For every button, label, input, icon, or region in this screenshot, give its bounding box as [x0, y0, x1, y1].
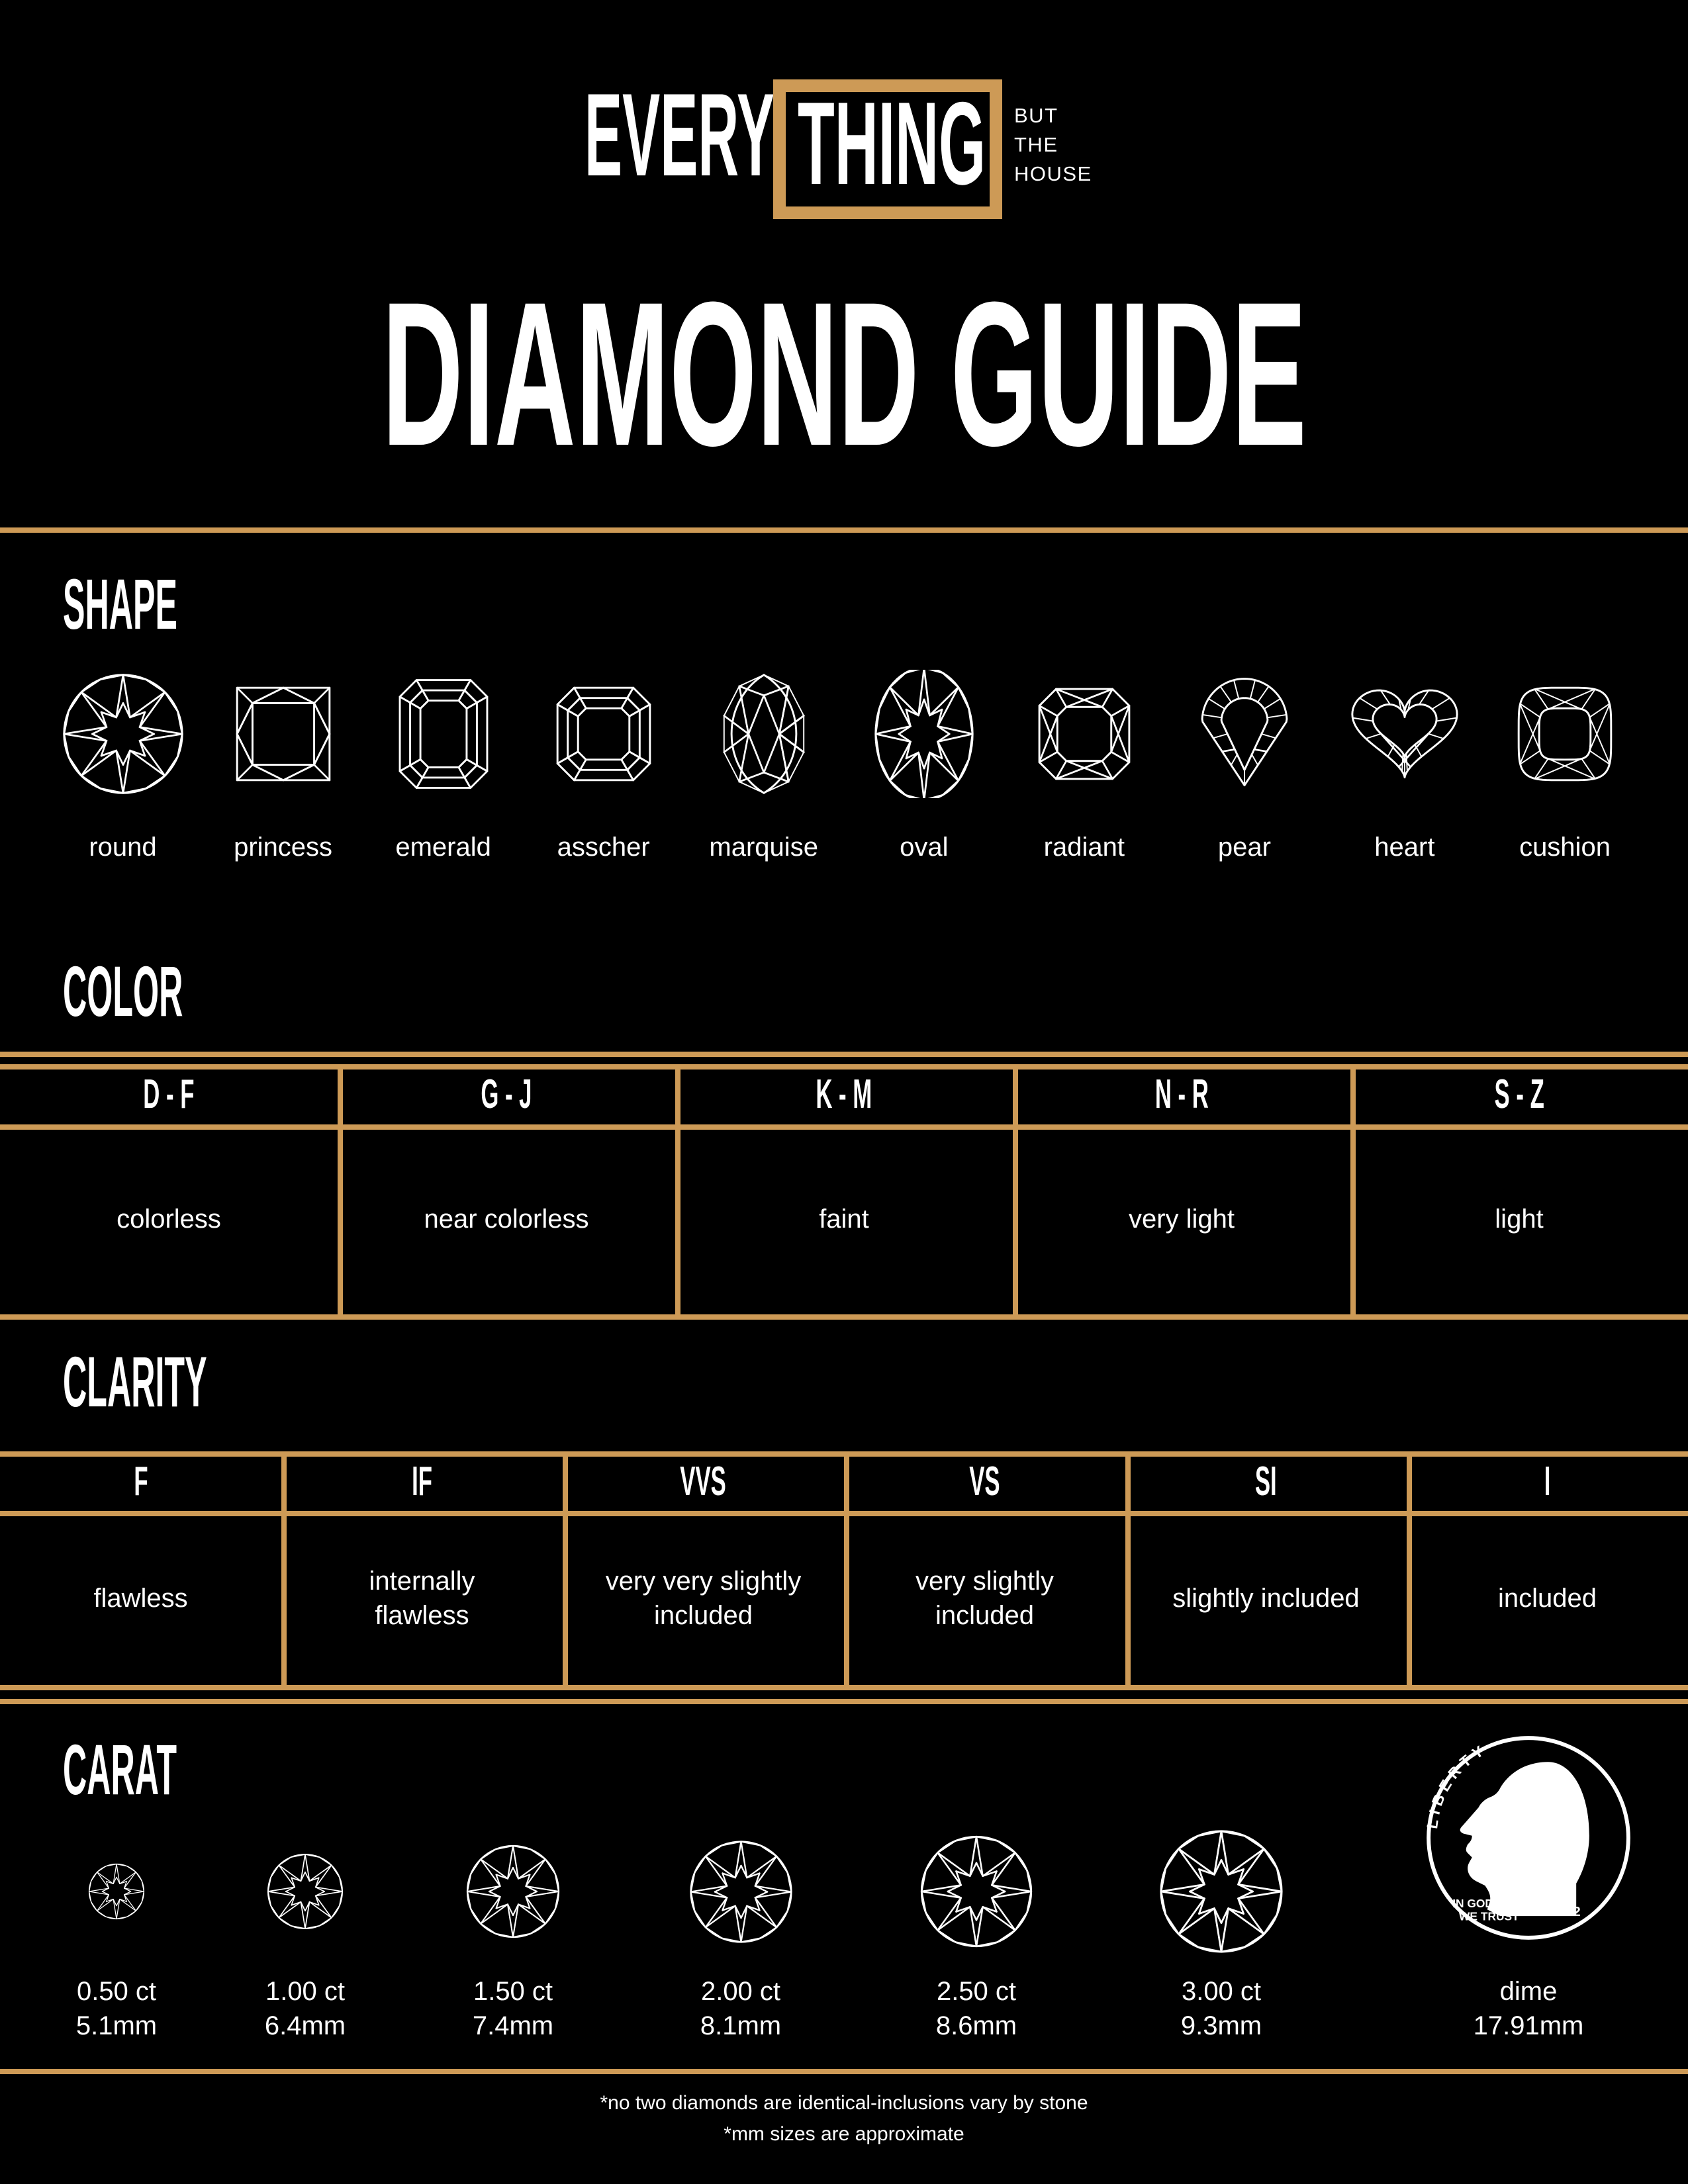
svg-text:WE TRUST: WE TRUST: [1459, 1910, 1519, 1923]
svg-text:IN GOD: IN GOD: [1452, 1897, 1493, 1910]
svg-text:2022: 2022: [1550, 1904, 1581, 1919]
